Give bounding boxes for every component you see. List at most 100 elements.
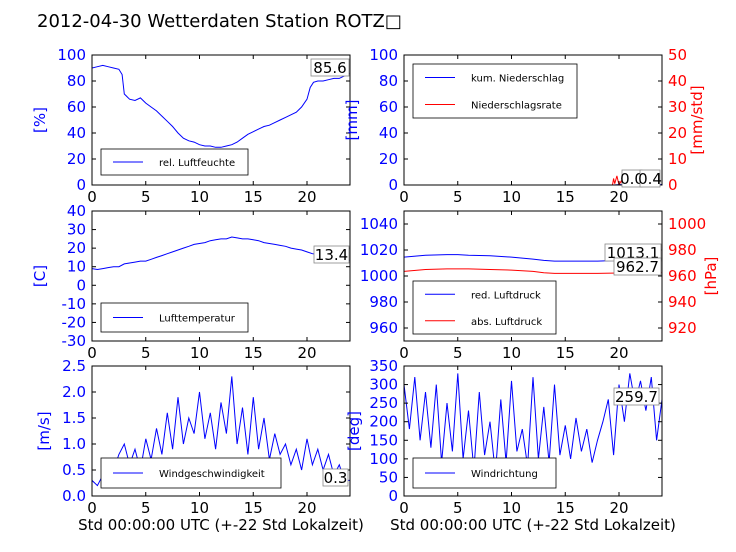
plot-frame <box>91 210 351 342</box>
y-tick-label-right: 960 <box>668 267 697 285</box>
value-annotation: 1013.1 <box>607 244 660 262</box>
y-tick-label: 40 <box>67 124 86 142</box>
y-tick-label: 60 <box>67 98 86 116</box>
plot-frame <box>91 54 351 186</box>
panel-1: 0 5 10 15 20 0 20 40 60 80 100 [%] 85.6 rel. Luftfeuc… <box>31 46 351 206</box>
figure-title: 2012-04-30 Wetterdaten Station ROTZ□ <box>37 11 402 32</box>
y-tick-label: 980 <box>369 293 398 311</box>
y-tick-label: 300 <box>369 376 398 394</box>
legend-label: red. Luftdruck <box>471 290 541 301</box>
x-tick-label: 10 <box>502 499 521 517</box>
y-tick-label: 40 <box>67 202 86 220</box>
x-tick-label: 20 <box>297 499 316 517</box>
legend-label: Niederschlagsrate <box>471 101 562 112</box>
x-tick-label: 5 <box>453 499 463 517</box>
series-5-1 <box>92 376 350 487</box>
x-tick-label: 20 <box>609 344 628 362</box>
y-tick-label: 200 <box>369 413 398 431</box>
value-annotation: 962.7 <box>616 258 659 276</box>
y-tick-label-right: 940 <box>668 293 697 311</box>
y-axis-label: [%] <box>31 107 49 133</box>
y-tick-label-right: 920 <box>668 319 697 337</box>
y-tick-label-right: 20 <box>668 124 687 142</box>
y-tick-label: 250 <box>369 394 398 412</box>
value-box <box>313 245 350 264</box>
series-3-1 <box>92 236 350 271</box>
legend-box <box>412 280 557 335</box>
y-tick-label: 60 <box>379 98 398 116</box>
x-axis-label: Std 00:00:00 UTC (+-22 Std Lokalzeit) <box>78 516 364 534</box>
y-tick-label: 2.5 <box>62 357 86 375</box>
y-axis-label: [deg] <box>345 411 363 451</box>
x-tick-label: 0 <box>87 188 97 206</box>
y-tick-label: 960 <box>369 319 398 337</box>
x-tick-label: 15 <box>244 499 263 517</box>
y-axis-label-right: [hPa] <box>702 257 720 296</box>
y-tick-label: 350 <box>369 357 398 375</box>
x-tick-label: 20 <box>297 188 316 206</box>
y-tick-label: 40 <box>379 124 398 142</box>
legend-label: abs. Luftdruck <box>471 317 542 328</box>
x-tick-label: 5 <box>141 188 151 206</box>
y-tick-label: 50 <box>379 468 398 486</box>
y-tick-label: 0.5 <box>62 461 86 479</box>
y-tick-label: 1040 <box>360 215 398 233</box>
x-tick-label: 20 <box>297 344 316 362</box>
x-tick-label: 15 <box>244 188 263 206</box>
x-tick-label: 10 <box>502 344 521 362</box>
x-tick-label: 20 <box>609 499 628 517</box>
x-tick-label: 5 <box>453 344 463 362</box>
plot-frame <box>403 54 663 186</box>
value-box <box>613 257 662 276</box>
x-tick-label: 5 <box>141 499 151 517</box>
y-axis-label: [m/s] <box>35 411 53 450</box>
value-annotation: 85.6 <box>313 59 346 77</box>
x-tick-label: 20 <box>609 188 628 206</box>
x-tick-label: 10 <box>502 188 521 206</box>
x-tick-label: 0 <box>87 499 97 517</box>
y-axis-label-right: [mm/std] <box>688 85 706 154</box>
series-6-1 <box>404 373 662 474</box>
plot-frame <box>91 365 351 497</box>
y-tick-label: 30 <box>67 221 86 239</box>
value-annotation: 0.3 <box>324 469 348 487</box>
y-tick-label: 100 <box>369 46 398 64</box>
legend-label: Windrichtung <box>471 469 538 480</box>
x-tick-label: 10 <box>190 344 209 362</box>
panel-3: 0 5 10 15 20-30-20-10010203040[C]13.4Lufttem… <box>31 202 351 362</box>
legend-label: Lufttemperatur <box>159 314 236 325</box>
y-tick-label: 80 <box>67 72 86 90</box>
y-tick-label: 20 <box>67 150 86 168</box>
y-tick-label-right: 50 <box>668 46 687 64</box>
x-tick-label: 0 <box>87 344 97 362</box>
plot-frame <box>403 365 663 497</box>
y-tick-label: 20 <box>379 150 398 168</box>
y-axis-label: [mm] <box>343 100 361 141</box>
y-tick-label: 10 <box>67 258 86 276</box>
value-annotation: 259.7 <box>615 388 658 406</box>
value-annotation: 0.4 <box>638 170 662 188</box>
series-4-2 <box>404 268 662 274</box>
y-tick-label: 80 <box>379 72 398 90</box>
x-tick-label: 5 <box>141 344 151 362</box>
y-tick-label: 0 <box>388 487 398 505</box>
value-annotation: 0.0 <box>620 170 644 188</box>
x-axis-label: Std 00:00:00 UTC (+-22 Std Lokalzeit) <box>390 516 676 534</box>
y-tick-label: 0 <box>76 176 86 194</box>
x-tick-label: 0 <box>399 499 409 517</box>
y-tick-label-right: 10 <box>668 150 687 168</box>
y-tick-label: 100 <box>57 46 86 64</box>
x-tick-label: 0 <box>399 344 409 362</box>
x-tick-label: 15 <box>556 188 575 206</box>
panel-4: 0 5 10 15 20 960 980 1000 1020 1040 920 940 960 980 10… <box>360 210 720 362</box>
y-tick-label-right: 980 <box>668 241 697 259</box>
y-tick-label: 1.0 <box>62 435 86 453</box>
y-tick-label: 100 <box>369 450 398 468</box>
value-annotation: 13.4 <box>315 246 348 264</box>
value-box <box>310 58 350 77</box>
x-tick-label: 15 <box>244 344 263 362</box>
y-tick-label: 1020 <box>360 241 398 259</box>
panel-5: 0 5 10 15 20 0.0 0.5 1.0 1.5 2.0 2.5 [m/s] Std 00:00… <box>35 357 364 534</box>
y-tick-label-right: 0 <box>668 176 678 194</box>
